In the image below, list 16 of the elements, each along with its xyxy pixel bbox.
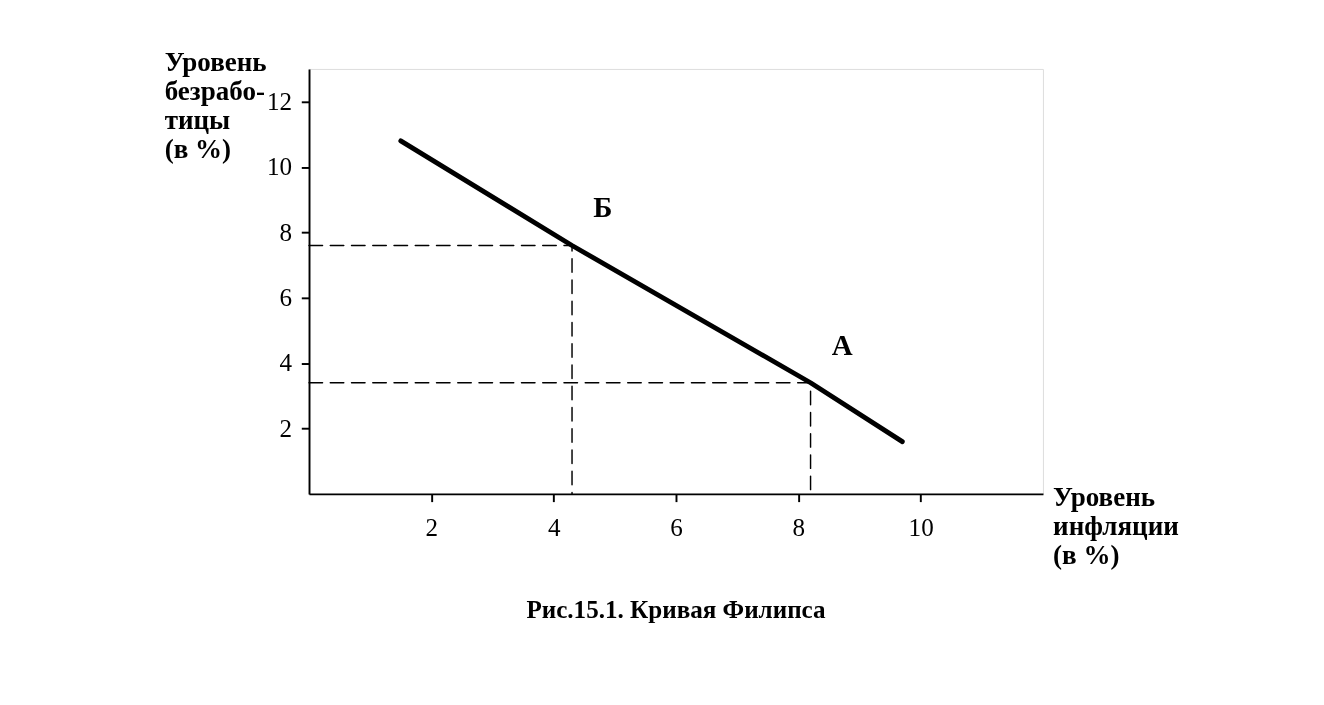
text: Рис.15.1. Кривая Филипса — [526, 596, 827, 624]
y-tick-label: 4 — [279, 349, 293, 377]
y-tick-label: 6 — [279, 283, 293, 311]
annotation: А — [831, 328, 853, 361]
y-tick-label: 12 — [267, 87, 293, 115]
x-tick-label: 8 — [792, 513, 806, 541]
x-tick-label: 6 — [670, 513, 683, 541]
x-tick-label: 4 — [547, 513, 561, 541]
y-axis-title: Уровень безрабо- тицы (в %) — [164, 47, 267, 165]
y-tick-label: 8 — [279, 218, 293, 246]
annotation: Б — [593, 191, 613, 224]
x-tick-label: 2 — [425, 513, 439, 541]
y-tick-label: 2 — [279, 414, 293, 442]
y-tick-label: 10 — [267, 153, 293, 181]
x-tick-label: 10 — [908, 513, 934, 541]
x-axis-title: Уровень инфляции (в %) — [1053, 481, 1179, 570]
